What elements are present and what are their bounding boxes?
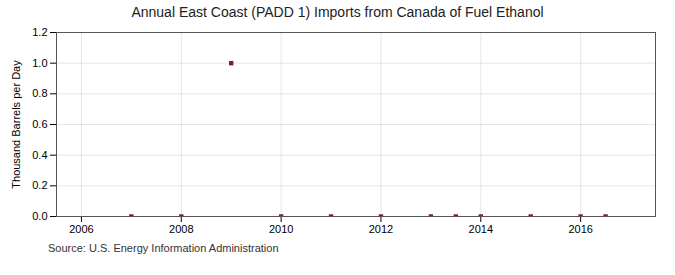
- svg-text:2014: 2014: [469, 223, 493, 235]
- svg-text:2008: 2008: [169, 223, 193, 235]
- svg-text:0.6: 0.6: [32, 118, 47, 130]
- svg-text:2010: 2010: [269, 223, 293, 235]
- svg-text:0.2: 0.2: [32, 179, 47, 191]
- svg-text:0.0: 0.0: [32, 210, 47, 222]
- html-text:Annual East Coast (PADD 1) Imp: Annual East Coast (PADD 1) Imports from …: [131, 4, 544, 20]
- svg-text:1.0: 1.0: [32, 57, 47, 69]
- svg-text:1.2: 1.2: [32, 26, 47, 38]
- svg-text:0.8: 0.8: [32, 87, 47, 99]
- svg-text:0.4: 0.4: [32, 149, 47, 161]
- svg-text:2006: 2006: [69, 223, 93, 235]
- html-text:Source: U.S. Energy Informatio: Source: U.S. Energy Information Administ…: [48, 242, 279, 254]
- svg-text:2012: 2012: [369, 223, 393, 235]
- svg-text:2016: 2016: [568, 223, 592, 235]
- svg-text:Thousand Barrels per Day: Thousand Barrels per Day: [10, 60, 22, 189]
